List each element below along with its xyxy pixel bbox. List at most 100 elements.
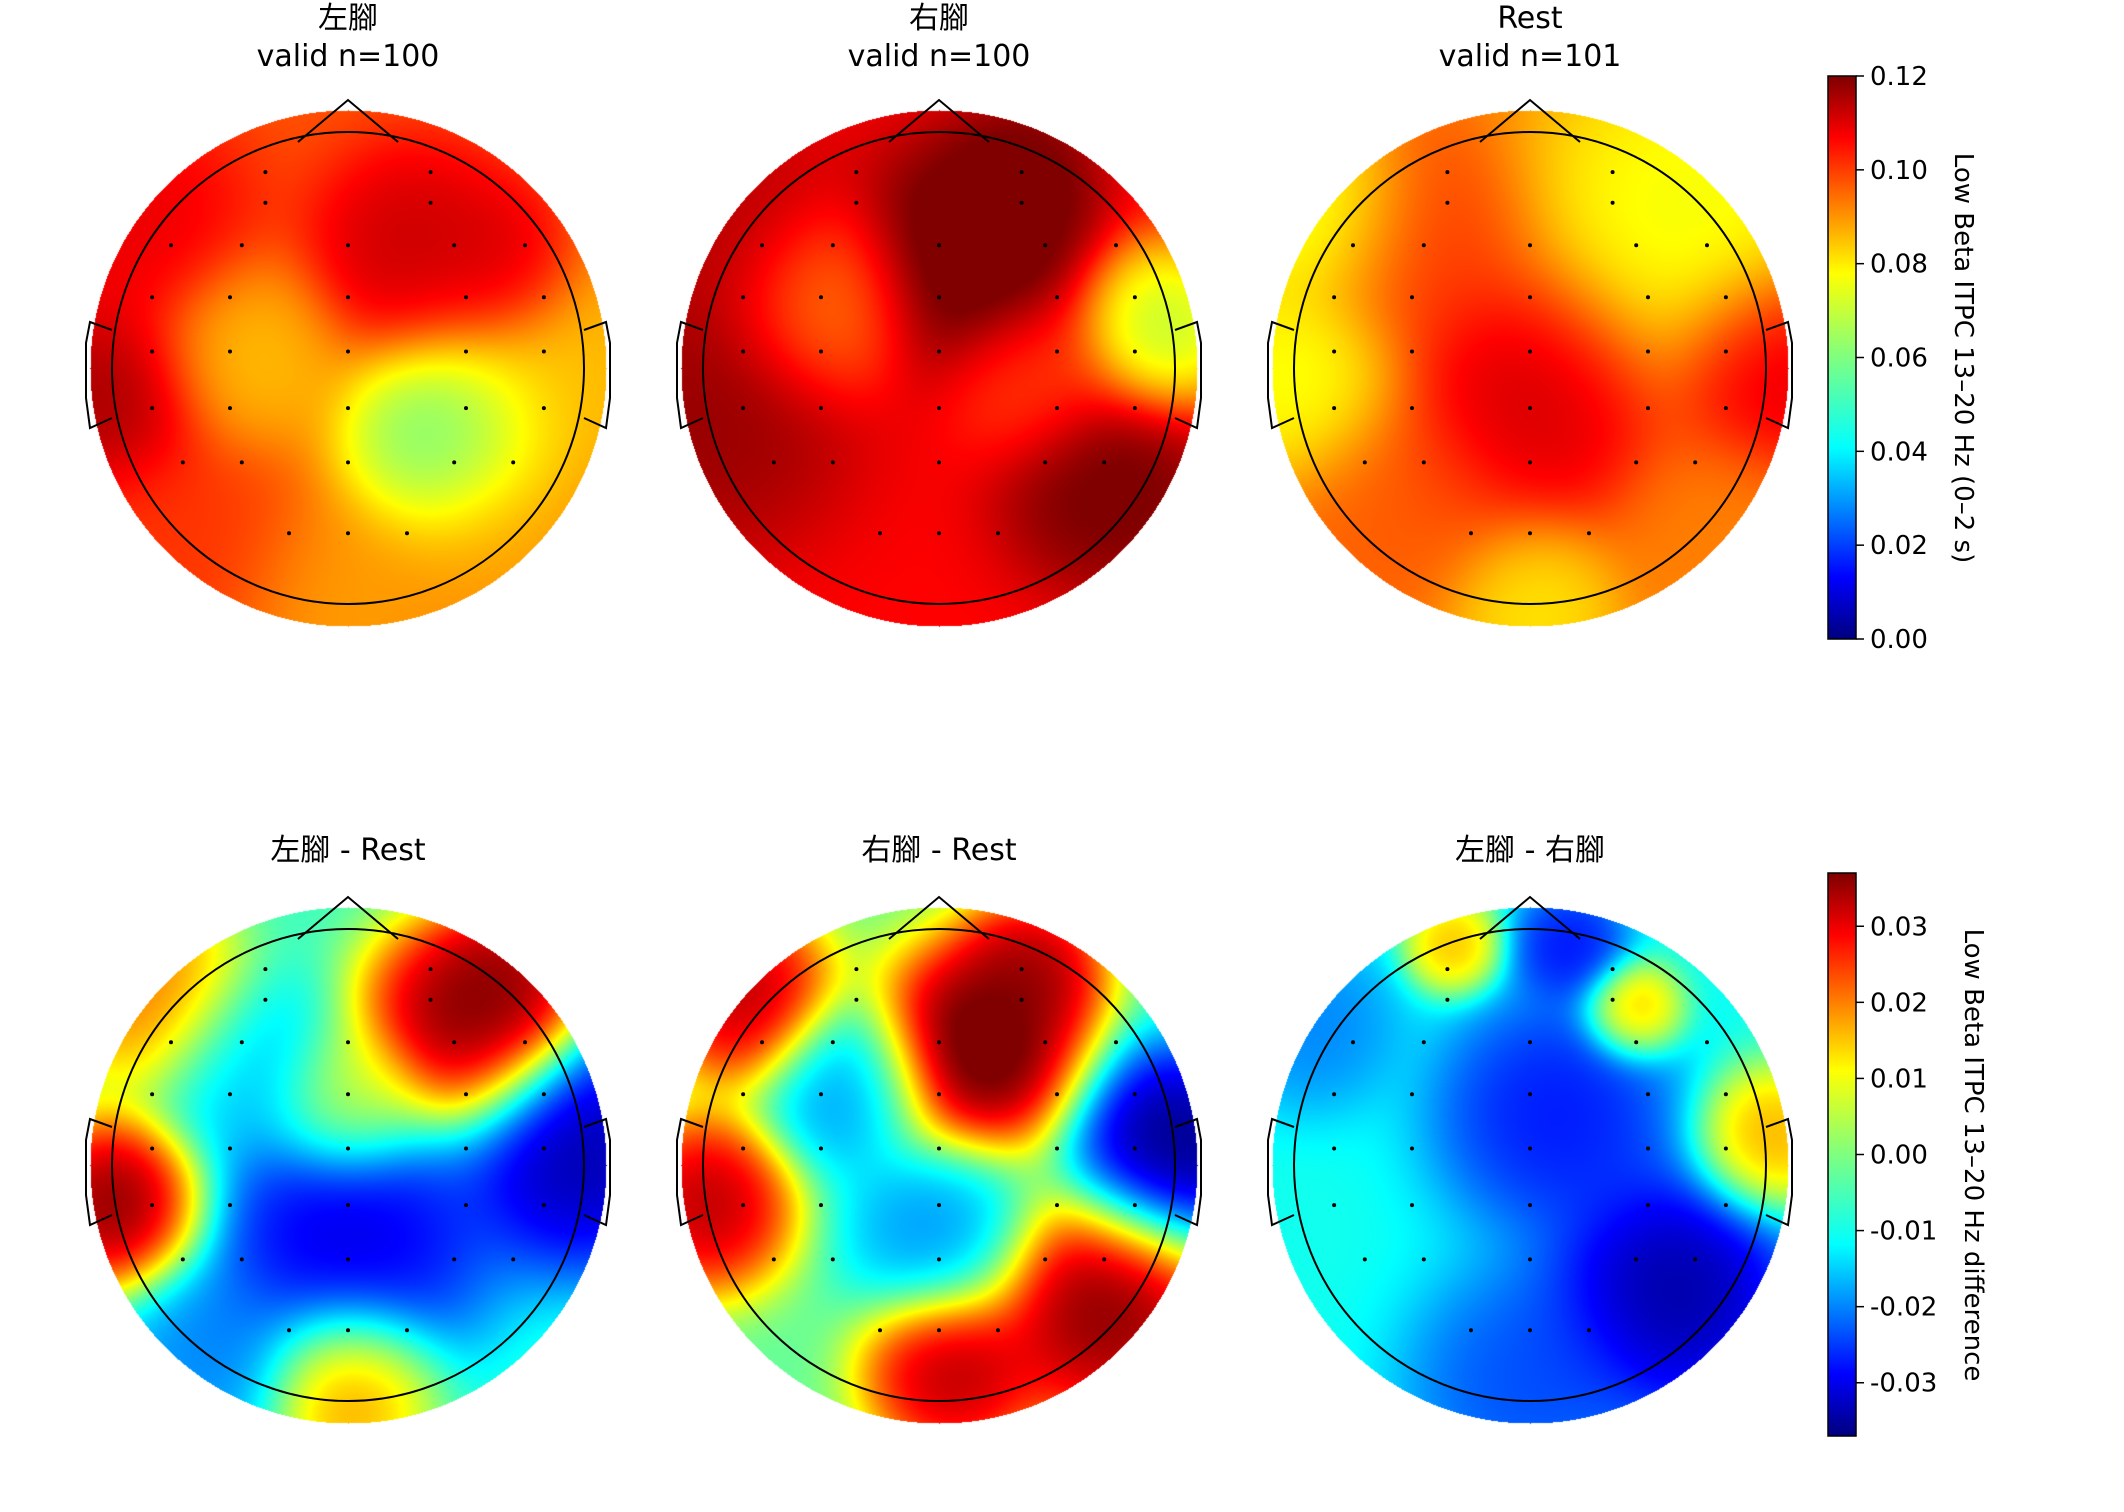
- sensor-dot: [180, 460, 185, 465]
- nose-outline: [297, 98, 399, 143]
- sensor-dot: [1646, 1146, 1650, 1151]
- sensor-dot: [937, 531, 941, 536]
- sensor-dot: [830, 1040, 835, 1045]
- colorbar-tick-label: 0.06: [1870, 344, 1928, 374]
- sensor-dot: [1587, 1328, 1591, 1333]
- sensor-markers: [150, 170, 1728, 1333]
- nose-outline: [888, 895, 990, 940]
- sensor-dot: [937, 349, 941, 354]
- head-circle: [111, 131, 585, 605]
- sensor-dot: [263, 170, 268, 175]
- sensor-dot: [819, 295, 823, 300]
- sensor-dot: [1528, 1092, 1532, 1097]
- sensor-dot: [239, 1257, 244, 1262]
- sensor-dot: [346, 460, 350, 465]
- sensor-dot: [464, 1092, 468, 1097]
- sensor-dot: [760, 1040, 764, 1045]
- sensor-dot: [1410, 349, 1414, 354]
- sensor-dot: [150, 406, 155, 411]
- sensor-dot: [1019, 170, 1024, 175]
- sensor-dot: [1351, 1040, 1355, 1045]
- sensor-dot: [1055, 406, 1059, 411]
- sensor-dot: [1646, 406, 1650, 411]
- sensor-dot: [1421, 1040, 1426, 1045]
- sensor-dot: [452, 243, 457, 248]
- sensor-dot: [741, 1092, 746, 1097]
- sensor-dot: [1723, 406, 1728, 411]
- head-circle: [1293, 928, 1767, 1402]
- sensor-dot: [263, 200, 268, 205]
- sensor-dot: [1646, 349, 1650, 354]
- sensor-dot: [1634, 460, 1639, 465]
- sensor-dot: [228, 295, 232, 300]
- topomap-right-minus-rest: [669, 895, 1209, 1435]
- colorbar-diff: -0.03 -0.02 -0.01 0.00 0.01 0.02 0.03 Low Beta…: [1827, 872, 1988, 1437]
- sensor-dot: [1723, 1203, 1728, 1208]
- sensor-dot: [819, 349, 823, 354]
- sensor-dot: [1587, 531, 1591, 536]
- sensor-dot: [1332, 1092, 1337, 1097]
- sensor-dot: [1445, 967, 1450, 972]
- sensor-dot: [1410, 1092, 1414, 1097]
- colorbar-tick-label: 0.02: [1870, 531, 1928, 561]
- colorbar-itpc-label: Low Beta ITPC 13–20 Hz (0–2 s): [1948, 153, 1978, 563]
- right-ear-outline: [583, 1117, 611, 1227]
- left-ear-outline: [676, 1117, 704, 1227]
- sensor-dot: [1132, 295, 1137, 300]
- colorbar-diff-label: Low Beta ITPC 13–20 Hz difference: [1958, 929, 1988, 1382]
- sensor-dot: [1055, 1203, 1059, 1208]
- sensor-dot: [169, 243, 173, 248]
- colorbar-tick-label: -0.01: [1870, 1217, 1937, 1247]
- sensor-dot: [1055, 349, 1059, 354]
- sensor-dot: [346, 295, 350, 300]
- sensor-dot: [1610, 967, 1615, 972]
- panel-title-left-minus-right: 左腳 - 右腳: [1270, 832, 1790, 870]
- right-ear-outline: [1174, 320, 1202, 430]
- sensor-dot: [1528, 1257, 1532, 1262]
- sensor-dot: [1421, 460, 1426, 465]
- sensor-dot: [1469, 531, 1473, 536]
- topomap-left-minus-rest: [78, 895, 618, 1435]
- sensor-dot: [1351, 243, 1355, 248]
- sensor-dot: [937, 243, 941, 248]
- sensor-dot: [741, 1203, 746, 1208]
- colorbar-tick-label: 0.12: [1870, 62, 1928, 92]
- sensor-dot: [937, 406, 941, 411]
- sensor-dot: [1132, 1092, 1137, 1097]
- panel-title-line-1: 左腳: [318, 1, 378, 36]
- topomap-left-minus-right: [1260, 895, 1800, 1435]
- sensor-dot: [150, 295, 155, 300]
- sensor-dot: [830, 243, 835, 248]
- sensor-dot: [511, 460, 516, 465]
- colorbar-tick-label: 0.03: [1870, 912, 1928, 942]
- panel-title-line-1: 右腳 - Rest: [861, 833, 1017, 868]
- sensor-dot: [1102, 460, 1107, 465]
- sensor-dot: [428, 170, 433, 175]
- sensor-dot: [541, 406, 546, 411]
- panel-title-line-1: 右腳: [909, 1, 969, 36]
- sensor-dot: [228, 1203, 232, 1208]
- sensor-dot: [239, 243, 244, 248]
- head-outlines: [85, 98, 1793, 1402]
- left-ear-outline: [1267, 320, 1295, 430]
- sensor-dot: [1723, 349, 1728, 354]
- sensor-dot: [541, 1146, 546, 1151]
- sensor-dot: [1043, 1040, 1048, 1045]
- sensor-dot: [996, 1328, 1000, 1333]
- colorbar-tick-label: 0.08: [1870, 250, 1928, 280]
- sensor-dot: [287, 531, 291, 536]
- colorbar-tick-label: 0.02: [1870, 988, 1928, 1018]
- sensor-dot: [1055, 1146, 1059, 1151]
- sensor-dot: [1410, 1146, 1414, 1151]
- topomap-left-foot: [78, 98, 618, 638]
- panel-title-right-foot: 右腳 valid n=100: [679, 0, 1199, 76]
- head-outline: [85, 98, 611, 605]
- sensor-dot: [1421, 1257, 1426, 1262]
- sensor-dot: [346, 1146, 350, 1151]
- sensor-dot: [428, 967, 433, 972]
- sensor-dot: [1528, 1203, 1532, 1208]
- sensor-dot: [1132, 1203, 1137, 1208]
- sensor-dot: [937, 295, 941, 300]
- sensor-dot: [346, 531, 350, 536]
